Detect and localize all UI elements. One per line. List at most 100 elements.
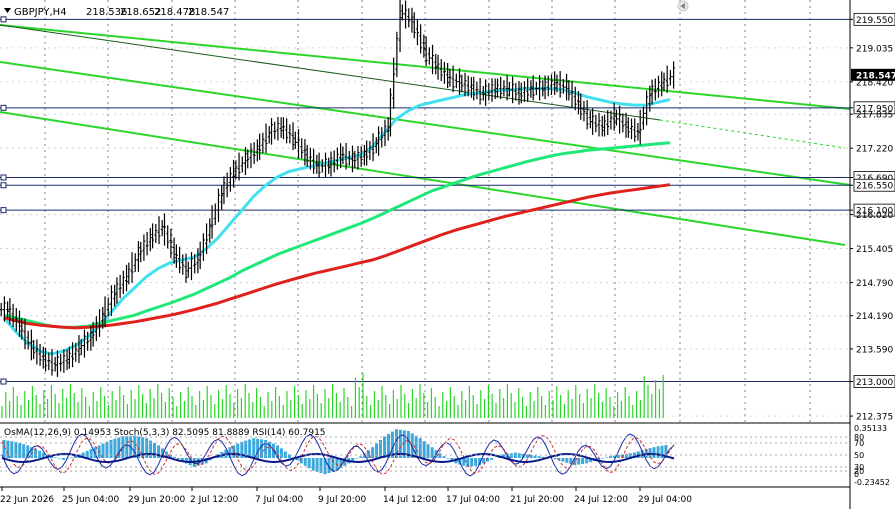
- osma-bar: [10, 441, 14, 458]
- osma-bar: [268, 441, 272, 458]
- osma-bar: [42, 452, 46, 458]
- osma-bar: [529, 455, 533, 458]
- osma-bar: [169, 454, 172, 458]
- osma-bar: [442, 456, 446, 458]
- osma-bar: [85, 450, 89, 458]
- osma-bar: [299, 458, 303, 464]
- price-tick-label: 216.100: [856, 207, 893, 217]
- price-tick-label: 213.590: [856, 345, 893, 355]
- osma-bar: [422, 441, 426, 458]
- price-tick-label: 219.550: [856, 16, 893, 26]
- osma-bar: [533, 455, 537, 458]
- chart-title: GBPJPY,H4: [14, 7, 67, 18]
- time-tick-label: 22 Jun 2026: [0, 495, 54, 505]
- osma-bar: [256, 438, 260, 458]
- osma-bar: [581, 458, 585, 464]
- trendline-dark[interactable]: [0, 24, 661, 121]
- indicator-tick-label: 50: [854, 451, 864, 460]
- stoch-signal-line: [1, 435, 675, 475]
- osma-bar: [157, 445, 161, 458]
- osma-bar: [319, 458, 323, 473]
- indicator-tick-label: 20: [854, 467, 864, 476]
- osma-bar: [636, 451, 640, 458]
- time-tick-label: 24 Jul 12:00: [574, 495, 628, 505]
- ma-line[interactable]: [3, 141, 671, 329]
- osma-bar: [149, 440, 153, 458]
- osma-bar: [276, 445, 280, 458]
- osma-bar: [521, 453, 525, 458]
- price-label-box: [853, 12, 895, 26]
- osma-bar: [418, 438, 422, 458]
- price-tick-label: 217.835: [856, 111, 893, 121]
- osma-bar: [355, 458, 359, 459]
- channel-upper-line[interactable]: [0, 24, 851, 110]
- symbol-dropdown-icon[interactable]: [4, 8, 11, 13]
- osma-bar: [541, 456, 545, 458]
- indicator-tick-label: 0: [854, 470, 859, 479]
- channel-lower-line[interactable]: [0, 111, 846, 246]
- osma-bar: [307, 458, 311, 469]
- osma-bar: [553, 458, 557, 460]
- osma-bar: [390, 431, 394, 458]
- osma-bar: [474, 458, 478, 466]
- osma-bar: [601, 458, 605, 459]
- time-tick-label: 9 Jul 20:00: [318, 495, 367, 505]
- osma-bar: [14, 441, 18, 458]
- osma-bar: [141, 437, 145, 458]
- osma-bar: [117, 437, 121, 458]
- channel-middle-line[interactable]: [0, 61, 851, 186]
- ma-line[interactable]: [3, 183, 671, 330]
- osma-bar: [260, 439, 264, 458]
- price-label-box: [853, 178, 895, 192]
- osma-bar: [180, 458, 184, 462]
- osma-bar: [295, 458, 299, 461]
- indicator-tick-label: 30: [854, 463, 864, 472]
- level-handle[interactable]: [0, 174, 7, 181]
- osma-bar: [378, 440, 382, 458]
- level-handle[interactable]: [0, 104, 7, 111]
- time-tick-label: 14 Jul 12:00: [383, 495, 437, 505]
- osma-bar: [585, 458, 589, 464]
- indicator-tick-label: 0.35133: [854, 424, 887, 433]
- price-tick-label: 212.375: [856, 413, 893, 423]
- osma-bar: [153, 443, 157, 458]
- osma-bar: [172, 456, 176, 458]
- osma-bar: [34, 449, 38, 458]
- osma-bar: [113, 438, 117, 458]
- osma-bar: [244, 440, 248, 458]
- level-handle[interactable]: [0, 182, 7, 189]
- osma-bar: [38, 450, 42, 458]
- price-bars: [0, 0, 676, 377]
- osma-bar: [176, 458, 180, 460]
- time-tick-label: 29 Jun 20:00: [128, 495, 185, 505]
- price-tick-label: 216.550: [856, 182, 893, 192]
- osma-bar: [597, 458, 601, 460]
- current-price-label: 218.547: [856, 71, 895, 81]
- price-tick-label: 215.405: [856, 245, 893, 255]
- osma-bar: [161, 448, 165, 458]
- ohlc-close: 218.547: [188, 7, 229, 18]
- osma-bar: [371, 447, 375, 458]
- osma-bar: [327, 458, 331, 473]
- osma-bar: [624, 453, 628, 458]
- level-handle[interactable]: [0, 378, 7, 385]
- time-tick-label: 7 Jul 04:00: [255, 495, 304, 505]
- ohlc-open: 218.536: [86, 7, 127, 18]
- osma-bar: [228, 447, 232, 458]
- time-axis: 22 Jun 2026 25 Jun 04:00 29 Jun 20:00 2 Jul…: [0, 487, 692, 505]
- level-handle[interactable]: [0, 207, 7, 214]
- osma-bar: [105, 441, 109, 458]
- volume-bars: [1, 373, 664, 418]
- osma-bar: [383, 436, 387, 458]
- chart-scroll-button[interactable]: [677, 0, 689, 12]
- level-handle[interactable]: [0, 16, 7, 23]
- osma-bar: [61, 458, 65, 460]
- osma-bar: [69, 457, 73, 458]
- osma-bar: [22, 444, 26, 458]
- ohlc-low: 218.478: [154, 7, 195, 18]
- osma-bar: [616, 455, 620, 458]
- osma-bar: [414, 435, 418, 458]
- trendline-dashed[interactable]: [659, 119, 846, 149]
